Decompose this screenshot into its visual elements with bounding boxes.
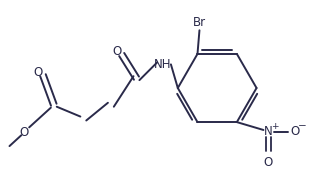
Text: −: − [298,121,306,131]
Text: +: + [271,122,279,131]
Text: O: O [264,156,273,169]
Text: Br: Br [193,16,206,29]
Text: O: O [33,66,43,79]
Text: NH: NH [154,58,172,71]
Text: O: O [20,126,29,139]
Text: O: O [290,125,300,138]
Text: N: N [264,125,273,138]
Text: O: O [112,45,121,58]
